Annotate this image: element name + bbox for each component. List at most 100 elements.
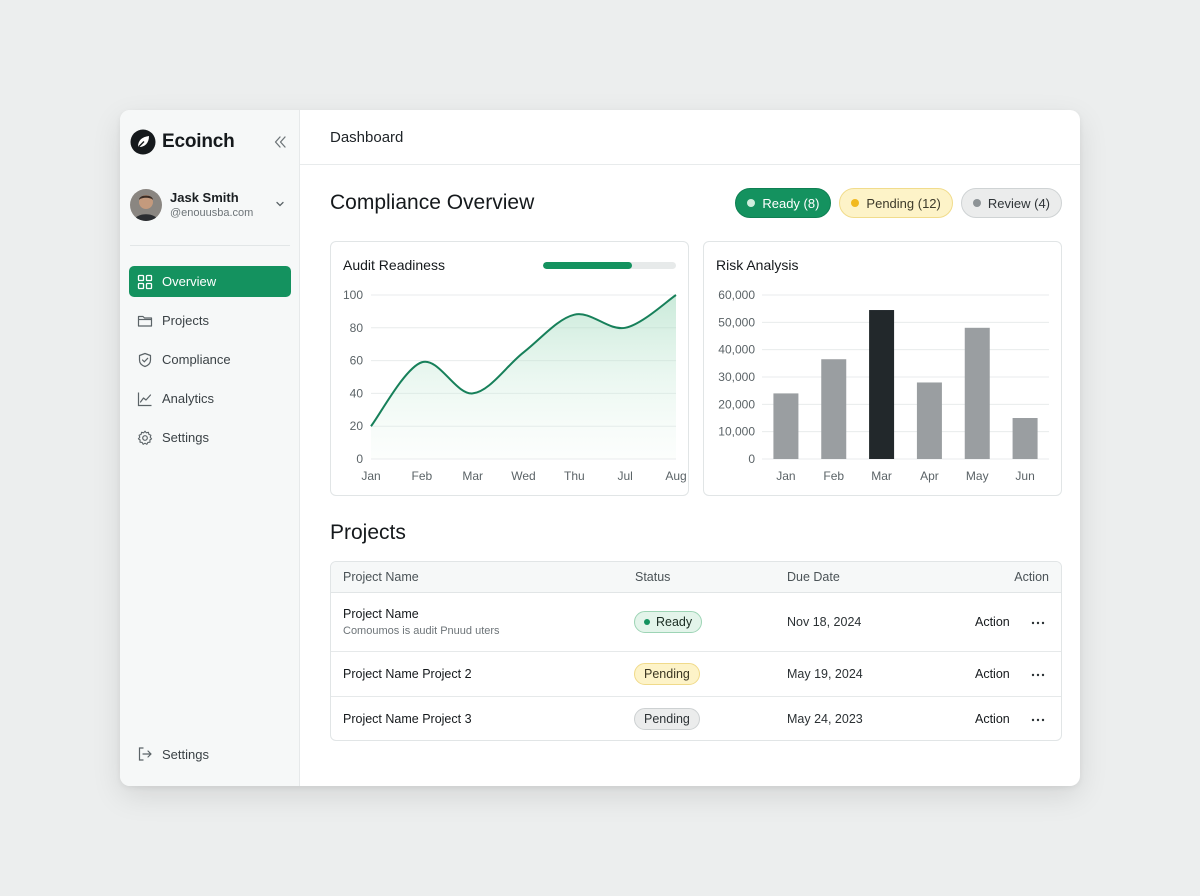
y-tick-label: 30,000 <box>718 370 755 384</box>
table-row[interactable]: Project Name Comoumos is audit Pnuud ute… <box>331 593 1061 652</box>
col-action: Action <box>1014 570 1049 584</box>
audit-readiness-card: Audit Readiness 0 20 40 60 80 100 Jan Feb Mar We… <box>330 241 689 496</box>
projects-table: Project Name Status Due Date Action Proj… <box>330 561 1062 741</box>
app-window: Ecoinch Jask Smith @enouusba.com <box>120 110 1080 786</box>
table-row[interactable]: Project Name Project 3 Pending May 24, 2… <box>331 697 1061 740</box>
bar <box>869 310 895 459</box>
sidebar-bottom-label: Settings <box>162 746 209 762</box>
bar <box>916 382 942 459</box>
project-name: Project Name Project 3 <box>343 712 472 726</box>
more-horizontal-icon[interactable] <box>1030 617 1046 629</box>
x-tick-label: Mar <box>871 469 892 483</box>
due-date: May 19, 2024 <box>787 667 863 681</box>
sidebar-item-label: Settings <box>162 430 209 445</box>
table-row[interactable]: Project Name Project 2 Pending May 19, 2… <box>331 652 1061 697</box>
y-tick-label: 60,000 <box>718 288 755 302</box>
x-tick-label: May <box>966 469 989 483</box>
gear-icon <box>137 430 153 445</box>
grid-icon <box>137 274 153 289</box>
action-link[interactable]: Action <box>975 615 1010 629</box>
page-title: Dashboard <box>330 128 404 146</box>
status-badge: Pending <box>634 708 700 730</box>
table-header: Project Name Status Due Date Action <box>331 562 1061 593</box>
risk-analysis-title: Risk Analysis <box>716 257 799 273</box>
chip-ready[interactable]: Ready (8) <box>735 188 832 218</box>
brand[interactable]: Ecoinch <box>130 129 235 155</box>
x-tick-label: Jul <box>617 469 632 483</box>
avatar <box>130 189 162 221</box>
sidebar-item-label: Compliance <box>162 352 231 367</box>
sidebar-item-settings[interactable]: Settings <box>129 422 291 453</box>
y-tick-label: 20 <box>350 419 364 433</box>
project-name: Project Name Project 2 <box>343 667 472 681</box>
pending-dot <box>851 199 860 207</box>
ready-dot <box>747 199 756 207</box>
sidebar-item-label: Analytics <box>162 391 215 406</box>
sidebar-item-overview[interactable]: Overview <box>129 266 291 297</box>
folder-icon <box>137 315 153 327</box>
chevron-down-icon <box>276 201 284 207</box>
more-horizontal-icon[interactable] <box>1030 714 1046 726</box>
status-badge-label: Ready <box>656 615 693 629</box>
x-tick-label: Feb <box>411 469 432 483</box>
bar <box>964 327 990 459</box>
status-badge: Ready <box>634 611 703 633</box>
x-tick-label: Jun <box>1015 469 1034 483</box>
more-horizontal-icon[interactable] <box>1030 669 1046 681</box>
y-tick-label: 20,000 <box>718 397 755 411</box>
chip-review-label: Review (4) <box>987 195 1050 211</box>
chip-pending[interactable]: Pending (12) <box>839 188 953 218</box>
sidebar-item-analytics[interactable]: Analytics <box>129 383 291 414</box>
sidebar-item-label: Projects <box>162 313 209 328</box>
sidebar-item-projects[interactable]: Projects <box>129 305 291 336</box>
bar <box>773 393 799 459</box>
ready-dot <box>644 619 650 625</box>
area-fill <box>371 295 676 459</box>
y-tick-label: 40,000 <box>718 343 755 357</box>
user-menu[interactable]: Jask Smith @enouusba.com <box>130 188 290 222</box>
sidebar-bottom-settings[interactable]: Settings <box>137 746 209 762</box>
x-tick-label: Jan <box>776 469 795 483</box>
projects-title: Projects <box>330 521 406 544</box>
due-date: May 24, 2023 <box>787 712 863 726</box>
col-project-name: Project Name <box>343 570 419 584</box>
compliance-overview-title: Compliance Overview <box>330 191 535 214</box>
y-tick-label: 0 <box>748 452 755 466</box>
status-badge: Pending <box>634 663 700 685</box>
audit-progress-bar <box>543 262 676 269</box>
due-date: Nov 18, 2024 <box>787 615 862 629</box>
review-dot <box>972 199 981 207</box>
x-tick-label: Feb <box>823 469 844 483</box>
audit-progress-fill <box>543 262 633 269</box>
x-tick-label: Jan <box>361 469 380 483</box>
status-filter-chips: Ready (8) Pending (12) Review (4) <box>735 188 1062 218</box>
status-badge-label: Pending <box>644 667 690 681</box>
action-link[interactable]: Action <box>975 667 1010 681</box>
topbar: Dashboard <box>300 110 1080 165</box>
main-content: Dashboard Compliance Overview Ready (8) … <box>300 110 1080 786</box>
chip-pending-label: Pending (12) <box>866 195 941 211</box>
collapse-sidebar-icon[interactable] <box>272 134 288 150</box>
shield-icon <box>138 352 152 367</box>
y-tick-label: 60 <box>350 354 364 368</box>
audit-readiness-chart: 0 20 40 60 80 100 Jan Feb Mar Wed Thu Jul Aug <box>343 288 687 483</box>
sidebar-item-compliance[interactable]: Compliance <box>129 344 291 375</box>
y-tick-label: 80 <box>350 321 364 335</box>
x-tick-label: Mar <box>462 469 483 483</box>
project-subtitle: Comoumos is audit Pnuud uters <box>343 625 500 637</box>
series-line <box>370 294 677 427</box>
sidebar-item-label: Overview <box>162 274 217 289</box>
project-name: Project Name <box>343 607 419 621</box>
risk-analysis-card: Risk Analysis 0 10,000 20,000 30,000 40,000 5… <box>703 241 1062 496</box>
chart-line-icon <box>137 392 152 406</box>
audit-readiness-title: Audit Readiness <box>343 257 445 273</box>
col-due-date: Due Date <box>787 570 840 584</box>
chip-ready-label: Ready (8) <box>762 195 820 211</box>
chip-review[interactable]: Review (4) <box>960 188 1062 218</box>
logout-icon <box>138 747 152 761</box>
user-name: Jask Smith <box>170 189 239 205</box>
y-tick-label: 40 <box>350 386 364 400</box>
user-email: @enouusba.com <box>170 206 254 219</box>
x-tick-label: Aug <box>665 469 686 483</box>
action-link[interactable]: Action <box>975 712 1010 726</box>
